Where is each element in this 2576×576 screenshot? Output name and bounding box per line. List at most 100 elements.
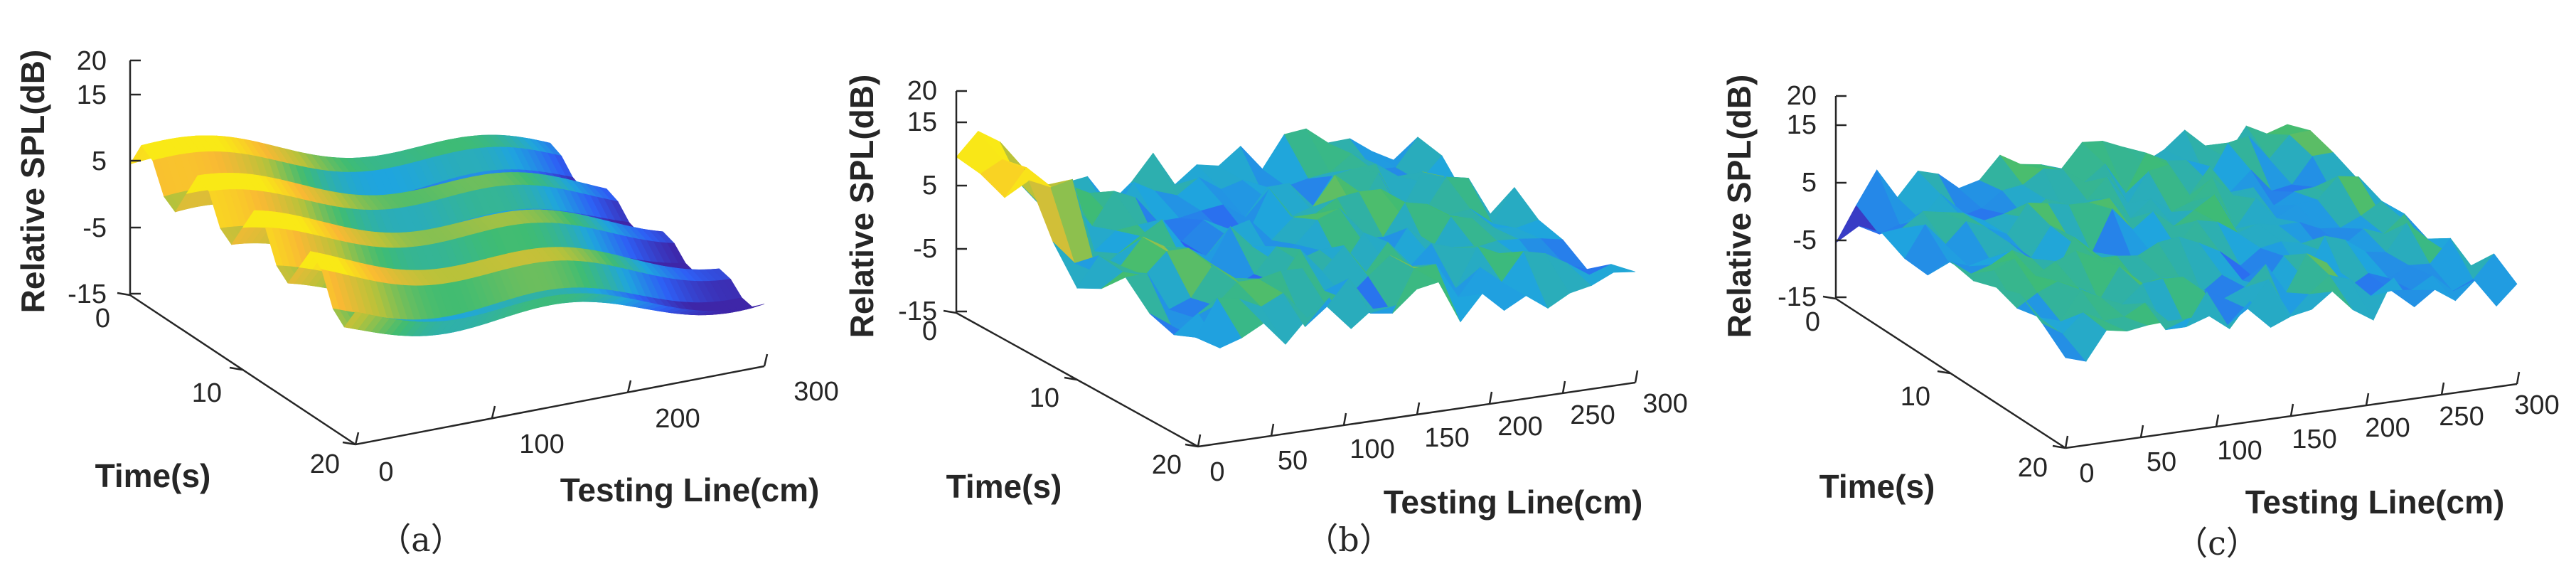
- panel-a-ylabel: Time(s): [95, 457, 211, 494]
- panel-a-xtick-label: 0: [378, 457, 393, 487]
- panel-b-xtick-label: 0: [1209, 457, 1224, 487]
- panel-c-ztick-label: 5: [1802, 168, 1817, 198]
- panel-c-xtick-mark: [2440, 382, 2445, 395]
- surface-facet: [2473, 253, 2518, 306]
- panel-c-xtick-label: 200: [2365, 413, 2410, 443]
- panel-a-xtick-mark: [491, 405, 496, 419]
- panel-b-xtick-mark: [1342, 412, 1347, 426]
- panel-a-y-ticks: 0 10 20: [95, 292, 356, 479]
- panel-b-xtick-label: 250: [1570, 400, 1615, 430]
- panel-c-ztick-label: -5: [1792, 225, 1817, 255]
- panel-b-ytick-label: 20: [1152, 450, 1182, 480]
- panel-a: 20 15 5 -5 -15 Relative SPL(dB) 0 10 20 …: [14, 46, 839, 559]
- panel-c-xtick-label: 300: [2514, 390, 2559, 420]
- surface-facet: [746, 304, 765, 310]
- panel-b-ytick-mark: [1064, 376, 1078, 381]
- panel-b-xtick-mark: [1197, 434, 1202, 447]
- panel-c-xtick-label: 250: [2439, 402, 2484, 432]
- panel-a-ztick-label: -5: [82, 213, 107, 243]
- panel-a-ytick-mark: [229, 366, 243, 371]
- panel-a-ztick-label: 20: [77, 46, 107, 76]
- panel-a-y-axis: [129, 294, 356, 446]
- panel-b-xtick-label: 50: [1278, 446, 1308, 476]
- panel-b-ylabel: Time(s): [946, 468, 1062, 505]
- panel-c-y-ticks: 0 10 20: [1805, 295, 2066, 483]
- panel-a-ytick-label: 20: [310, 449, 340, 479]
- panel-a-xtick-mark: [354, 432, 360, 445]
- panel-b-xlabel: Testing Line(cm): [1384, 484, 1643, 521]
- panel-a-xtick-label: 200: [655, 404, 700, 434]
- panel-c-ytick-label: 10: [1901, 382, 1930, 412]
- panel-b-xtick-label: 300: [1642, 389, 1687, 419]
- panel-b-ztick-label: -5: [913, 234, 937, 264]
- panel-b-y-ticks: 0 10 20: [922, 309, 1199, 480]
- panel-c-xlabel: Testing Line(cm): [2245, 484, 2505, 521]
- panel-b: 20 15 5 -5 -15 Relative SPL(dB) 0 10 20 …: [843, 75, 1688, 559]
- panel-c-z-ticks: 20 15 5 -5 -15: [1778, 81, 1847, 312]
- panel-b-xtick-mark: [1270, 423, 1275, 437]
- panel-a-xtick-mark: [626, 380, 632, 393]
- panel-c-xtick-mark: [2215, 414, 2220, 427]
- panel-a-ytick-label: 10: [192, 378, 222, 408]
- panel-c-caption: （c）: [2175, 524, 2259, 562]
- panel-a-ytick-mark: [117, 292, 131, 297]
- panel-c-xtick-mark: [2289, 403, 2294, 417]
- panel-a-xtick-mark: [763, 353, 769, 367]
- panel-c-ytick-label: 0: [1805, 307, 1820, 337]
- panel-b-x-axis: [1197, 381, 1636, 448]
- panel-c-ytick-mark: [1937, 370, 1951, 375]
- panel-a-z-ticks: 20 15 5 -5 -15: [68, 46, 141, 309]
- panel-b-ytick-mark: [1185, 443, 1199, 448]
- panel-b-zlabel: Relative SPL(dB): [843, 75, 880, 338]
- panel-c-xtick-label: 150: [2292, 425, 2336, 454]
- panel-b-xtick-label: 200: [1497, 412, 1542, 442]
- panel-c-xtick-label: 100: [2217, 436, 2262, 466]
- panel-c-xtick-label: 50: [2147, 447, 2176, 477]
- panel-b-xtick-label: 100: [1350, 434, 1394, 464]
- panel-b-ztick-label: -15: [898, 297, 937, 326]
- panel-c-surface: [1835, 124, 2518, 362]
- panel-c-xtick-mark: [2064, 435, 2069, 449]
- surface-facet: [1589, 264, 1636, 275]
- panel-c-x-ticks: 0 50 100 150 200 250 300: [2064, 371, 2560, 489]
- panel-b-ytick-label: 10: [1030, 383, 1059, 413]
- panel-b-ytick-mark: [943, 309, 957, 314]
- panel-a-ytick-mark: [342, 441, 356, 446]
- panel-c-ztick-label: -15: [1778, 282, 1817, 312]
- panel-b-xtick-mark: [1416, 402, 1421, 415]
- panel-c-ylabel: Time(s): [1819, 468, 1935, 505]
- panel-b-z-ticks: 20 15 5 -5 -15: [898, 76, 967, 326]
- surface-facet: [2390, 289, 2436, 307]
- panel-b-xtick-mark: [1561, 380, 1566, 394]
- panel-b-xtick-mark: [1634, 370, 1639, 383]
- panel-c-ytick-mark: [1822, 295, 1837, 300]
- panel-c-ytick-label: 20: [2018, 453, 2048, 483]
- panel-a-xtick-label: 300: [793, 377, 838, 407]
- panel-c-ztick-label: 15: [1787, 110, 1817, 140]
- panel-b-surface: [956, 128, 1636, 349]
- panel-c-xtick-mark: [2516, 371, 2521, 385]
- panel-a-x-ticks: 0 100 200 300: [354, 353, 839, 487]
- panel-c-ztick-label: 20: [1787, 81, 1817, 111]
- panel-c-xtick-mark: [2139, 425, 2144, 438]
- panel-a-xtick-label: 100: [519, 430, 564, 459]
- panel-b-x-ticks: 0 50 100 150 200 250 300: [1197, 370, 1688, 487]
- panel-b-xtick-mark: [1488, 391, 1493, 405]
- panel-c-xtick-label: 0: [2079, 459, 2094, 489]
- panel-a-zlabel: Relative SPL(dB): [14, 50, 51, 314]
- panel-c-xtick-mark: [2365, 393, 2370, 406]
- panel-a-surface: [129, 134, 765, 336]
- panel-a-ztick-label: 5: [92, 146, 107, 176]
- panel-b-ztick-label: 20: [907, 76, 937, 106]
- panel-a-ytick-label: 0: [95, 304, 110, 334]
- panel-b-xtick-label: 150: [1424, 423, 1469, 453]
- panel-b-ztick-label: 15: [907, 107, 937, 137]
- panel-a-ztick-label: -15: [68, 279, 107, 309]
- panel-c-ytick-mark: [2052, 444, 2066, 449]
- panel-c-y-axis: [1835, 297, 2066, 449]
- panel-b-ztick-label: 5: [922, 171, 937, 201]
- panel-a-caption: （a）: [378, 521, 463, 559]
- panel-a-ztick-label: 15: [77, 80, 107, 110]
- panel-b-ytick-label: 0: [922, 316, 937, 346]
